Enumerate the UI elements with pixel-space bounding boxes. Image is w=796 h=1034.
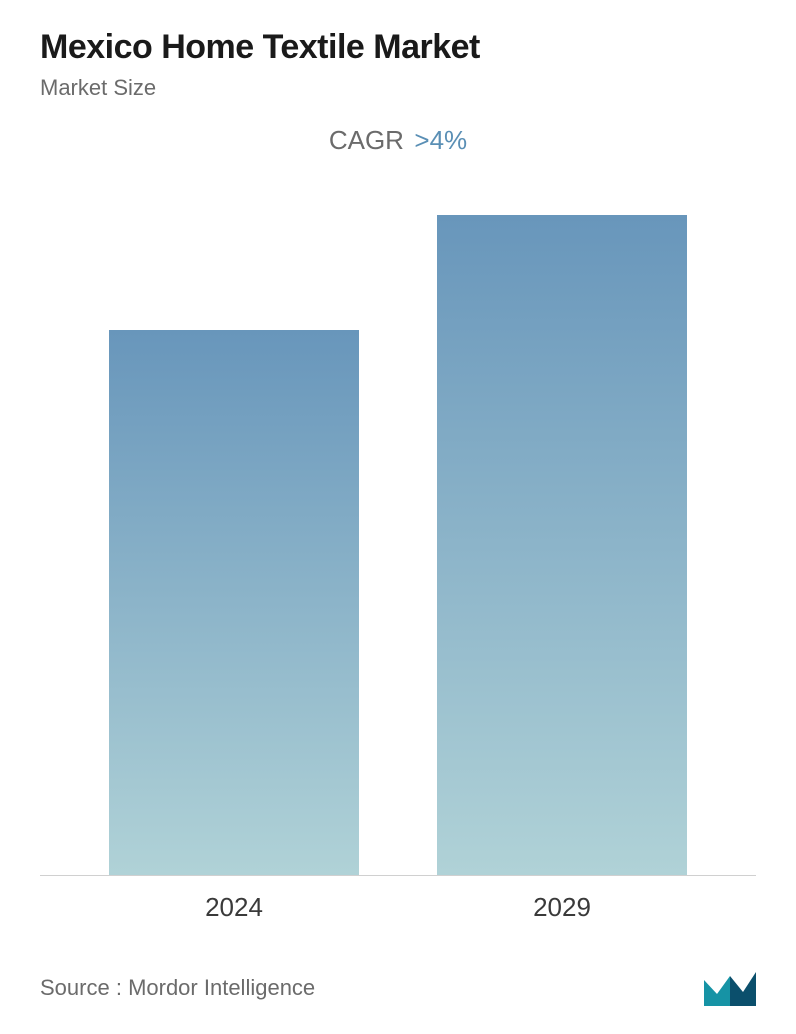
category-axis: 2024 2029 xyxy=(40,876,756,923)
chart-footer: Source : Mordor Intelligence xyxy=(40,970,756,1006)
bar-2024 xyxy=(109,330,359,875)
source-label: Source : xyxy=(40,975,122,1000)
category-label: 2029 xyxy=(437,892,687,923)
cagr-label: CAGR xyxy=(329,125,404,155)
cagr-container: CAGR >4% xyxy=(40,125,756,156)
bar-wrapper xyxy=(109,330,359,875)
mordor-logo-icon xyxy=(704,970,756,1006)
source-name: Mordor Intelligence xyxy=(128,975,315,1000)
bars-container xyxy=(40,176,756,875)
category-label: 2024 xyxy=(109,892,359,923)
chart-title: Mexico Home Textile Market xyxy=(40,28,756,67)
cagr-value: >4% xyxy=(414,125,467,155)
bar-2029 xyxy=(437,215,687,875)
chart-subtitle: Market Size xyxy=(40,75,756,101)
chart-plot-area xyxy=(40,176,756,876)
bar-wrapper xyxy=(437,215,687,875)
source-attribution: Source : Mordor Intelligence xyxy=(40,975,315,1001)
